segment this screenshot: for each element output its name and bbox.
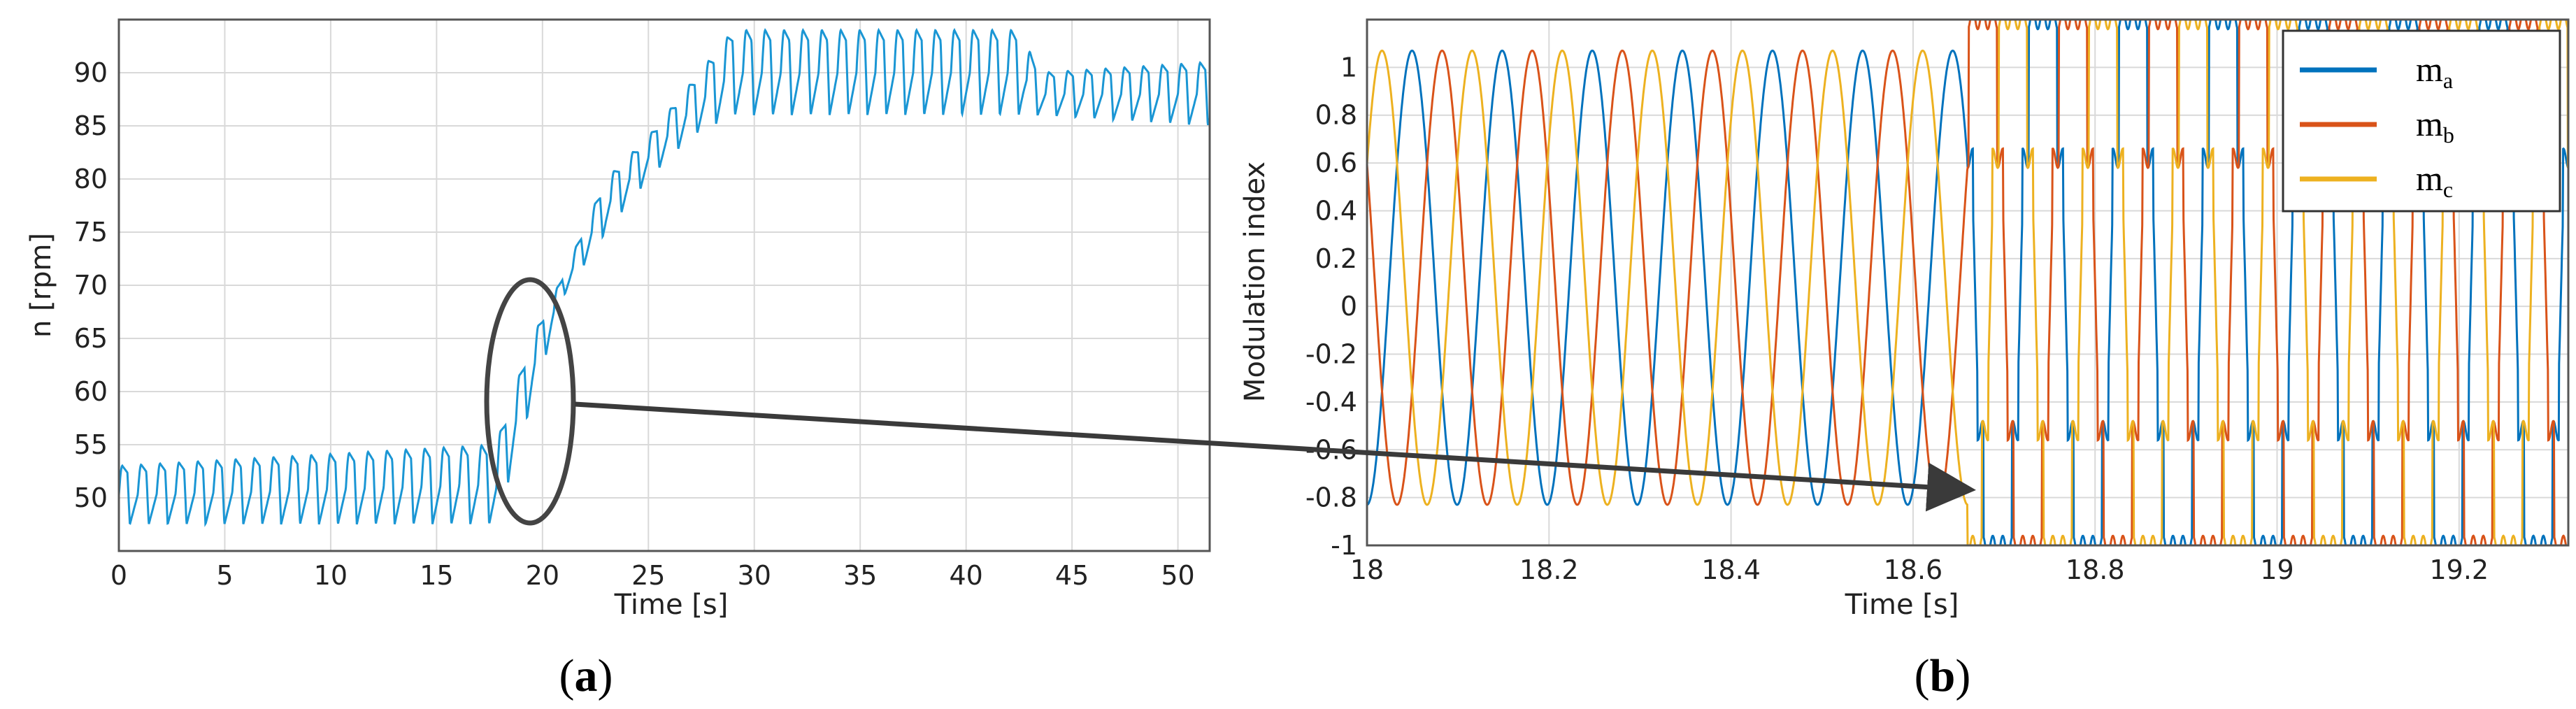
panel-a-x-tick-label: 25 [631, 560, 665, 591]
zoom-arrow [574, 401, 1976, 512]
panel-b-x-tick-label: 18.2 [1519, 554, 1579, 585]
panel-a-x-tick-label: 50 [1161, 560, 1194, 591]
panel-b-x-tick-label: 18.4 [1701, 554, 1761, 585]
panel-a-x-tick-label: 30 [738, 560, 771, 591]
panel-b-y-tick-label: -0.2 [1305, 339, 1357, 370]
panel-a-y-tick-label: 65 [74, 323, 108, 354]
panel-b-y-tick-label: -0.8 [1305, 482, 1357, 513]
panel-a-y-tick-label: 60 [74, 376, 108, 407]
panel-b-x-tick-label: 18.6 [1884, 554, 1943, 585]
panel-a-plot-area [117, 27, 1211, 527]
panel-a-x-tick-label: 45 [1055, 560, 1089, 591]
panel-b-x-tick-label: 18.8 [2066, 554, 2125, 585]
panel-b-caption: (b) [1915, 650, 1971, 701]
zoom-ellipse [484, 277, 576, 526]
panel-a-x-tick-label: 20 [526, 560, 559, 591]
panel-a-x-tick-label: 40 [949, 560, 982, 591]
panel-a-x-tick-label: 10 [314, 560, 348, 591]
legend-label-mc: mc [2416, 159, 2453, 202]
panel-b-y-tick-label: 0 [1340, 291, 1357, 322]
panel-a-y-tick-label: 80 [74, 164, 108, 194]
panel-a-y-tick-label: 85 [74, 110, 108, 141]
panel-a-y-tick-label: 90 [74, 57, 108, 88]
panel-a-y-axis-label: n [rpm] [25, 233, 57, 338]
panel-b-x-tick-label: 18 [1350, 554, 1384, 585]
legend-label-mb: mb [2416, 104, 2454, 148]
panel-a-caption: (a) [559, 650, 613, 701]
panel-a-x-tick-label: 35 [843, 560, 877, 591]
panel-b-x-tick-labels: 18 18.2 18.4 18.6 18.8 19 19.2 [1350, 554, 2489, 585]
panel-b-y-tick-label: 1 [1340, 52, 1357, 83]
panel-a-y-tick-label: 75 [74, 217, 108, 248]
panel-b-legend: ma mb mc [2282, 29, 2561, 213]
panel-b-y-tick-labels: -1-0.8-0.6-0.4-0.200.20.40.60.81 [1305, 52, 1357, 561]
modulation-series-mb-line [1366, 18, 2568, 547]
panel-a-y-tick-label: 50 [74, 482, 108, 513]
panel-b-axes-frame [1366, 18, 2570, 547]
panel-b-y-tick-label: -1 [1331, 530, 1357, 561]
panel-a-y-tick-label: 55 [74, 429, 108, 460]
panel-b-y-tick-label: 0.6 [1315, 148, 1357, 178]
zoom-annotation [484, 277, 1976, 526]
panel-a-x-tick-label: 15 [420, 560, 453, 591]
panel-a-x-tick-labels: 0 5 10 15 20 25 30 35 40 45 50 [110, 560, 1195, 591]
panel-a-y-tick-label: 70 [74, 270, 108, 301]
panel-b-x-tick-label: 19.2 [2430, 554, 2489, 585]
panel-a-x-tick-label: 5 [216, 560, 233, 591]
panel-a-grid [118, 20, 1210, 551]
panel-a-x-tick-label: 0 [110, 560, 127, 591]
panel-b-x-axis-label: Time [s] [1845, 589, 1959, 621]
panel-a-y-tick-labels: 50 55 60 65 70 75 80 85 90 [74, 57, 108, 513]
speed-series-line [117, 27, 1211, 527]
panel-b-y-axis-label: Modulation index [1239, 162, 1271, 402]
panel-b-y-tick-label: 0.2 [1315, 243, 1357, 274]
legend-label-ma: ma [2416, 50, 2453, 93]
panel-a-x-axis-label: Time [s] [614, 589, 729, 621]
panel-b-y-tick-label: -0.4 [1305, 387, 1357, 417]
panel-b-y-tick-label: 0.4 [1315, 195, 1357, 226]
panel-b-y-tick-label: 0.8 [1315, 100, 1357, 131]
panel-a-axes-frame [117, 18, 1211, 552]
panel-a-speed-chart: 0 5 10 15 20 25 30 35 40 45 50 505560657075808590 … [25, 18, 1211, 701]
panel-b-x-tick-label: 19 [2260, 554, 2294, 585]
